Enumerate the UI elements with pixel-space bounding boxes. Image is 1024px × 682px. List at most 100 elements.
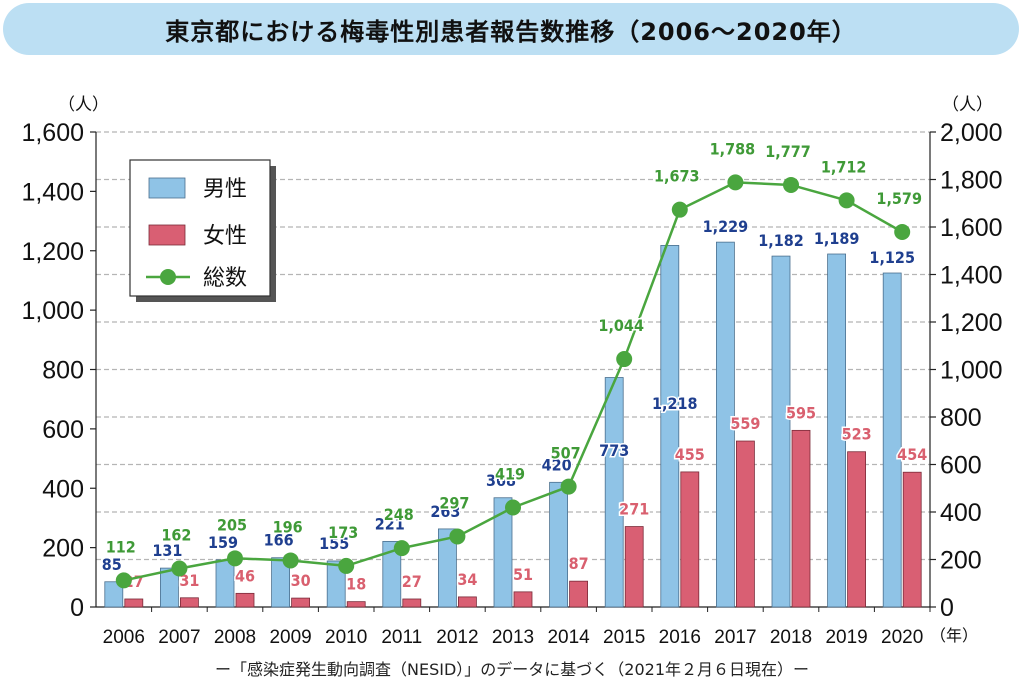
bar-male bbox=[493, 497, 513, 608]
point-total bbox=[449, 528, 466, 545]
y-tick-label-right: 1,200 bbox=[940, 309, 1003, 337]
bar-male bbox=[827, 253, 846, 608]
data-label-total: 1,712 bbox=[821, 157, 867, 176]
x-tick-label: 2008 bbox=[214, 627, 256, 648]
data-label-female: 30 bbox=[291, 571, 311, 590]
data-label-male: 1,229 bbox=[703, 217, 749, 236]
chart-title-bar: 東京都における梅毒性別患者報告数推移（2006〜2020年） bbox=[3, 3, 1019, 55]
bar-female bbox=[346, 601, 366, 608]
point-total bbox=[227, 550, 243, 567]
data-label-total: 248 bbox=[384, 505, 414, 524]
bar-male bbox=[104, 581, 124, 608]
bar-male bbox=[716, 241, 735, 608]
data-label-female: 454 bbox=[897, 445, 927, 464]
data-label-male: 1,125 bbox=[869, 248, 915, 267]
bar-female bbox=[291, 597, 311, 608]
point-total bbox=[393, 540, 410, 557]
x-tick-label: 2020 bbox=[881, 627, 923, 648]
x-tick-label: 2018 bbox=[770, 627, 812, 648]
y-tick-label-left: 1,200 bbox=[21, 238, 84, 266]
y-tick-label-right: 1,000 bbox=[940, 357, 1003, 385]
data-label-total: 205 bbox=[217, 515, 247, 534]
y-tick-label-left: 400 bbox=[42, 475, 84, 503]
bar-male bbox=[771, 255, 791, 608]
x-tick-label: 2017 bbox=[714, 627, 756, 648]
data-label-total: 1,788 bbox=[710, 139, 756, 158]
bar-female bbox=[235, 592, 255, 608]
x-tick-label: 2011 bbox=[381, 627, 422, 648]
point-total bbox=[560, 478, 577, 495]
data-label-male: 166 bbox=[264, 531, 294, 550]
legend-label-female: 女性 bbox=[203, 224, 247, 249]
bar-male bbox=[215, 559, 235, 608]
source-note: ー「感染症発生動向調査（NESID）」のデータに基づく（2021年２月６日現在）… bbox=[215, 660, 809, 679]
y-tick-label-right: 1,800 bbox=[940, 167, 1003, 195]
legend-swatch-female bbox=[148, 224, 186, 246]
x-tick-label: 2010 bbox=[325, 627, 367, 648]
y-unit-right: （人） bbox=[942, 95, 993, 115]
bar-female bbox=[680, 471, 700, 608]
x-tick-label: 2015 bbox=[603, 627, 645, 648]
point-total bbox=[671, 201, 688, 218]
bar-male bbox=[159, 567, 179, 608]
data-label-male: 1,218 bbox=[652, 394, 698, 413]
bar-female bbox=[847, 451, 866, 608]
bar-male bbox=[660, 245, 680, 608]
bar-female bbox=[402, 598, 422, 608]
bar-female bbox=[736, 440, 755, 608]
data-label-male: 85 bbox=[102, 555, 122, 574]
data-label-male: 1,189 bbox=[814, 229, 860, 248]
y-tick-label-right: 400 bbox=[940, 499, 982, 527]
y-tick-label-right: 0 bbox=[940, 594, 954, 622]
y-tick-label-left: 600 bbox=[42, 416, 84, 444]
point-total bbox=[838, 192, 855, 209]
bar-male bbox=[382, 540, 402, 608]
data-label-total: 112 bbox=[106, 537, 136, 556]
point-total bbox=[338, 557, 355, 574]
bar-male bbox=[271, 557, 291, 608]
point-total bbox=[894, 223, 911, 240]
x-unit: （年） bbox=[930, 626, 978, 645]
y-tick-label-right: 1,400 bbox=[940, 262, 1003, 290]
bar-female bbox=[124, 598, 144, 608]
data-label-total: 1,673 bbox=[654, 167, 700, 186]
data-label-female: 27 bbox=[402, 572, 422, 591]
data-label-total: 507 bbox=[551, 444, 581, 463]
legend-marker-total bbox=[160, 269, 176, 285]
y-tick-label-left: 1,000 bbox=[21, 297, 84, 325]
data-label-female: 34 bbox=[457, 570, 477, 589]
point-total bbox=[783, 176, 799, 193]
data-label-male: 420 bbox=[542, 455, 572, 474]
point-total bbox=[616, 351, 633, 368]
point-total bbox=[115, 572, 132, 589]
point-total bbox=[171, 560, 188, 577]
data-label-female: 18 bbox=[346, 575, 366, 594]
y-tick-label-left: 0 bbox=[70, 594, 84, 622]
data-label-male: 155 bbox=[319, 534, 349, 553]
point-total bbox=[505, 499, 521, 516]
data-label-female: 51 bbox=[513, 565, 533, 584]
legend-swatch-male bbox=[148, 177, 186, 199]
y-tick-label-right: 600 bbox=[940, 452, 982, 480]
bar-female bbox=[569, 580, 588, 608]
bar-female bbox=[902, 471, 922, 608]
bar-female bbox=[179, 597, 199, 608]
data-label-female: 455 bbox=[675, 445, 705, 464]
bar-male bbox=[604, 377, 624, 608]
data-label-female: 595 bbox=[786, 403, 816, 422]
data-label-female: 271 bbox=[619, 500, 649, 519]
data-label-total: 1,044 bbox=[598, 316, 644, 335]
x-tick-label: 2006 bbox=[103, 627, 145, 648]
x-tick-label: 2014 bbox=[547, 627, 590, 648]
y-tick-label-right: 200 bbox=[940, 547, 982, 575]
legend-label-male: 男性 bbox=[203, 177, 247, 202]
x-tick-label: 2009 bbox=[269, 627, 311, 648]
bar-male bbox=[882, 272, 902, 608]
x-tick-label: 2016 bbox=[659, 627, 701, 648]
data-label-female: 559 bbox=[730, 414, 760, 433]
data-label-male: 131 bbox=[152, 541, 182, 560]
x-tick-label: 2013 bbox=[492, 627, 534, 648]
bar-female bbox=[624, 526, 644, 608]
x-tick-label: 2012 bbox=[436, 627, 478, 648]
point-total bbox=[727, 174, 744, 191]
